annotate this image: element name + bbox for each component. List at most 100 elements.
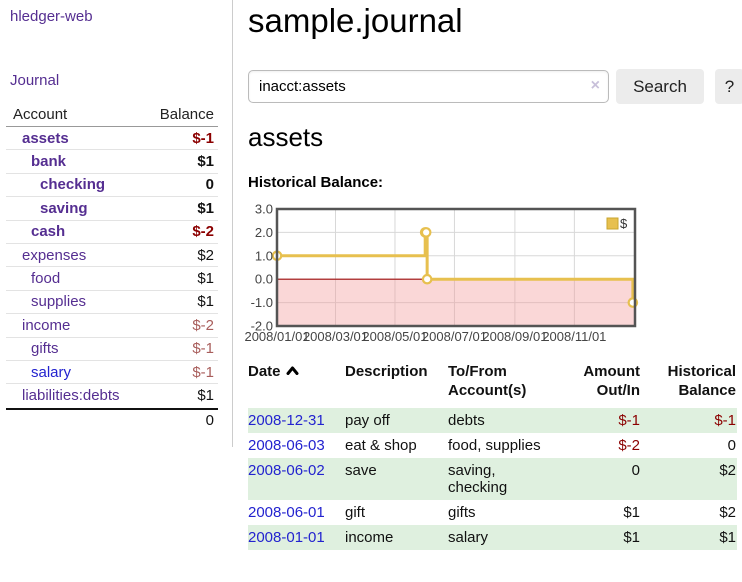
- clear-search-icon[interactable]: ×: [590, 77, 600, 94]
- register-amount: $1: [555, 525, 641, 550]
- account-link[interactable]: checking: [40, 176, 106, 194]
- register-date-link[interactable]: 2008-06-03: [248, 437, 325, 454]
- account-balance: $-1: [192, 340, 214, 358]
- y-tick-label: 1.0: [255, 248, 273, 263]
- chart-title: Historical Balance:: [248, 174, 384, 191]
- x-tick-label: 2008/07/01: [422, 329, 487, 344]
- y-tick-label: -2.0: [251, 319, 273, 334]
- search-row: × Search ?: [248, 69, 742, 104]
- legend-label: $: [620, 216, 628, 231]
- register-date-link[interactable]: 2008-06-02: [248, 462, 325, 479]
- register-date-link[interactable]: 2008-06-01: [248, 504, 325, 521]
- x-tick-label: 2008/11/01: [542, 329, 606, 344]
- register-accounts: salary: [448, 525, 555, 550]
- register-balance: $2: [719, 504, 736, 521]
- register-amount: $-1: [555, 408, 641, 433]
- accounts-total-row: 0: [6, 407, 218, 432]
- account-row: cash $-2: [6, 221, 218, 244]
- account-link[interactable]: cash: [31, 223, 66, 241]
- register-date-link[interactable]: 2008-01-01: [248, 529, 325, 546]
- account-balance: $1: [197, 293, 214, 311]
- account-row: assets $-1: [6, 127, 218, 151]
- y-tick-label: 2.0: [255, 225, 273, 240]
- x-tick-label: 2008/01/01: [245, 329, 310, 344]
- historical-balance-chart: $3.0 2.0 1.0 0.0 -1.0 -2.0 2008/01/01 2008/03/0…: [244, 202, 705, 348]
- account-link[interactable]: income: [22, 316, 71, 334]
- account-row: checking 0: [6, 174, 218, 198]
- x-tick-label: 2008/09/01: [482, 329, 547, 344]
- column-header-balance: Historical Balance: [667, 363, 736, 399]
- accounts-header-account: Account: [13, 106, 68, 123]
- register-table: Date Description To/From Account(s) Amou…: [248, 360, 737, 550]
- account-balance: $-2: [192, 223, 214, 241]
- account-link[interactable]: liabilities:debts: [22, 387, 120, 405]
- register-description: save: [345, 458, 448, 500]
- account-link[interactable]: saving: [40, 199, 88, 217]
- sort-asc-icon: [286, 366, 299, 375]
- register-row: 2008-06-02 save saving, checking 0 $2: [248, 458, 737, 500]
- account-balance: $1: [197, 199, 214, 217]
- column-header-description: Description: [345, 363, 428, 380]
- account-balance: $1: [197, 387, 214, 405]
- account-link[interactable]: salary: [31, 363, 72, 381]
- account-balance: $-1: [192, 129, 214, 147]
- search-button[interactable]: Search: [616, 69, 704, 104]
- account-link[interactable]: expenses: [22, 246, 87, 264]
- register-description: income: [345, 525, 448, 550]
- register-balance: 0: [727, 437, 736, 454]
- account-link[interactable]: bank: [31, 153, 67, 171]
- brand-link[interactable]: hledger-web: [10, 8, 93, 25]
- account-balance: $-2: [192, 316, 214, 334]
- register-description: gift: [345, 504, 366, 521]
- page-title: sample.journal: [248, 2, 463, 39]
- chart-svg: $3.0 2.0 1.0 0.0 -1.0 -2.02008/01/012008/03/0…: [244, 202, 639, 344]
- account-link[interactable]: assets: [22, 129, 69, 147]
- help-button[interactable]: ?: [715, 69, 742, 104]
- x-tick-label: 2008/03/01: [303, 329, 368, 344]
- register-date-link[interactable]: 2008-12-31: [248, 412, 325, 429]
- register-amount: $-2: [618, 437, 640, 454]
- account-balance: $-1: [192, 363, 214, 381]
- register-row: 2008-06-01 gift gifts $1 $2: [248, 500, 737, 525]
- account-balance: 0: [205, 176, 214, 194]
- register-balance: $2: [641, 458, 737, 500]
- y-tick-label: 3.0: [255, 202, 273, 217]
- column-header-date[interactable]: Date: [248, 360, 345, 408]
- y-tick-label: 0.0: [255, 272, 273, 287]
- sidebar: hledger-web Journal Account Balance asse…: [0, 0, 233, 447]
- search-box: ×: [248, 70, 609, 103]
- register-accounts: gifts: [448, 504, 476, 521]
- register-accounts: food, supplies: [448, 437, 541, 454]
- accounts-table: Account Balance assets $-1 bank $1 checking 0…: [6, 103, 218, 432]
- register-description: pay off: [345, 408, 448, 433]
- accounts-header-balance: Balance: [159, 106, 214, 123]
- account-row: expenses $2: [6, 244, 218, 268]
- column-header-accounts: To/From Account(s): [448, 363, 527, 399]
- account-balance: $1: [197, 270, 214, 288]
- account-link[interactable]: gifts: [31, 340, 59, 358]
- x-tick-label: 2008/05/01: [362, 329, 427, 344]
- y-tick-label: -1.0: [251, 295, 273, 310]
- register-accounts: saving, checking: [448, 458, 555, 500]
- account-row: supplies $1: [6, 291, 218, 315]
- search-input[interactable]: [248, 70, 609, 103]
- register-header-row: Date Description To/From Account(s) Amou…: [248, 360, 737, 408]
- register-description: eat & shop: [345, 437, 417, 454]
- account-row: gifts $-1: [6, 338, 218, 361]
- account-balance: $2: [197, 246, 214, 264]
- accounts-rows: assets $-1 bank $1 checking 0 saving $1 cash $-2 e…: [6, 127, 218, 408]
- account-link[interactable]: supplies: [31, 293, 87, 311]
- legend-swatch: [606, 217, 619, 230]
- account-link[interactable]: food: [31, 270, 61, 288]
- accounts-total-value: 0: [205, 412, 214, 430]
- account-row: liabilities:debts $1: [6, 384, 218, 407]
- register-amount: $1: [623, 504, 640, 521]
- sidebar-item-journal[interactable]: Journal: [10, 72, 60, 89]
- register-balance: $1: [641, 525, 737, 550]
- account-row: salary $-1: [6, 361, 218, 385]
- account-row: food $1: [6, 267, 218, 291]
- register-balance: $-1: [641, 408, 737, 433]
- account-heading: assets: [248, 122, 324, 152]
- account-balance: $1: [197, 153, 214, 171]
